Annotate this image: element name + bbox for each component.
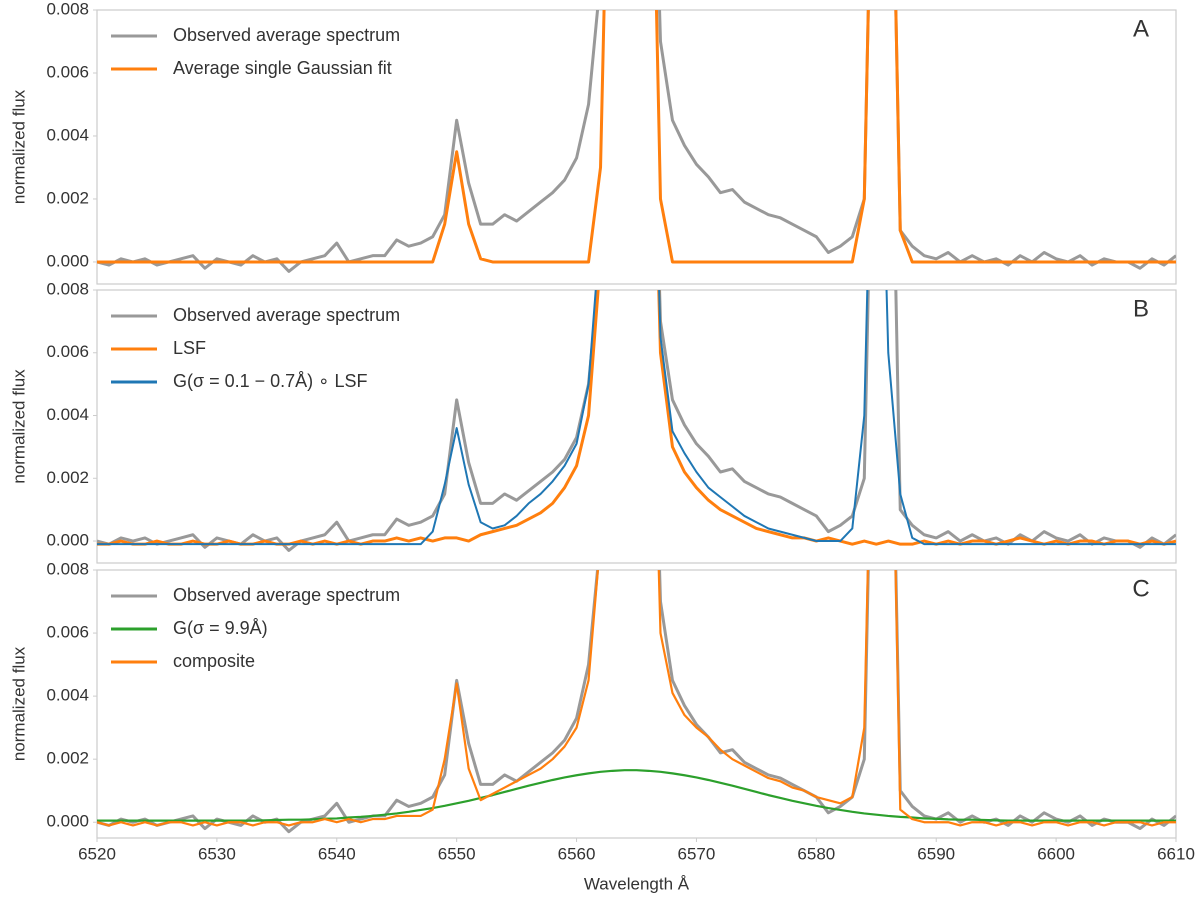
plot-lines — [97, 290, 1176, 552]
y-tick-label: 0.000 — [46, 812, 89, 831]
legend: Observed average spectrum G(σ = 9.9Å) comp… — [111, 585, 400, 671]
y-axis-label: normalized flux — [9, 89, 28, 204]
x-axis-label: Wavelength Å — [584, 874, 690, 893]
data-line — [97, 290, 1176, 552]
plot-lines — [97, 570, 1176, 834]
x-tick-label: 6540 — [318, 844, 356, 863]
legend-label: G(σ = 0.1 − 0.7Å) ∘ LSF — [173, 371, 367, 391]
y-tick-label: 0.002 — [46, 188, 89, 207]
legend-label: LSF — [173, 338, 206, 358]
data-line — [97, 570, 1176, 827]
legend: Observed average spectrum LSF G(σ = 0.1 − … — [111, 305, 400, 391]
legend-label: composite — [173, 651, 255, 671]
panel-label: A — [1133, 15, 1149, 42]
y-tick-label: 0.008 — [46, 0, 89, 18]
y-tick-label: 0.000 — [46, 251, 89, 270]
legend-label: Observed average spectrum — [173, 25, 400, 45]
plot-area — [96, 289, 1177, 564]
legend: Observed average spectrum Average single … — [111, 25, 400, 78]
y-tick-label: 0.004 — [46, 405, 89, 424]
x-tick-label: 6580 — [797, 844, 835, 863]
panel: 0.000 0.002 0.004 0.006 0.008 6520 6530 6540 655… — [9, 559, 1195, 893]
y-tick-label: 0.000 — [46, 531, 89, 550]
plot-lines — [97, 10, 1176, 273]
plot-area — [96, 9, 1177, 285]
legend-label: Observed average spectrum — [173, 585, 400, 605]
data-line — [97, 10, 1176, 273]
x-tick-label: 6560 — [558, 844, 596, 863]
y-axis-label: normalized flux — [9, 646, 28, 761]
data-line — [97, 290, 1176, 546]
y-tick-label: 0.008 — [46, 559, 89, 578]
panel: 0.000 0.002 0.004 0.006 0.008 normalized flux… — [9, 279, 1177, 564]
x-tick-label: 6600 — [1037, 844, 1075, 863]
y-tick-label: 0.006 — [46, 342, 89, 361]
x-tick-label: 6530 — [198, 844, 236, 863]
y-tick-label: 0.004 — [46, 125, 89, 144]
y-tick-label: 0.006 — [46, 623, 89, 642]
x-tick-label: 6590 — [917, 844, 955, 863]
legend-label: G(σ = 9.9Å) — [173, 618, 268, 638]
x-tick-label: 6550 — [438, 844, 476, 863]
panel-label: B — [1133, 295, 1149, 322]
x-tick-label: 6610 — [1157, 844, 1195, 863]
data-line — [97, 10, 1176, 264]
y-tick-label: 0.002 — [46, 749, 89, 768]
legend-label: Observed average spectrum — [173, 305, 400, 325]
data-line — [97, 769, 1176, 822]
x-tick-label: 6570 — [678, 844, 716, 863]
legend-label: Average single Gaussian fit — [173, 58, 392, 78]
y-tick-label: 0.002 — [46, 468, 89, 487]
x-tick-label: 6520 — [78, 844, 116, 863]
plot-area — [96, 569, 1177, 839]
panel-label: C — [1132, 575, 1149, 602]
y-tick-label: 0.008 — [46, 279, 89, 298]
y-tick-label: 0.006 — [46, 62, 89, 81]
y-axis-label: normalized flux — [9, 369, 28, 484]
y-tick-label: 0.004 — [46, 686, 89, 705]
panel: 0.000 0.002 0.004 0.006 0.008 normalized flux… — [9, 0, 1177, 285]
